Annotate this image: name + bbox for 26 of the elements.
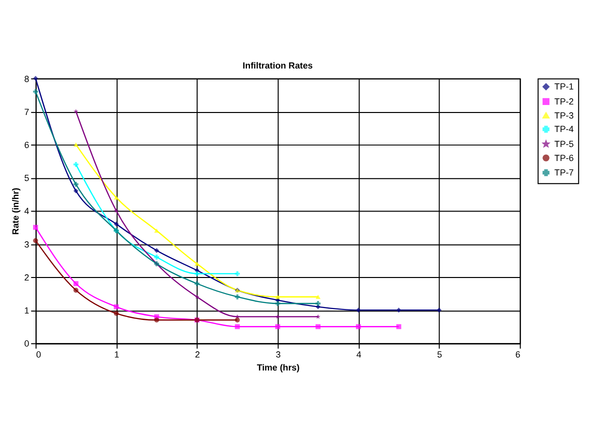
legend-label: TP-7 [554, 168, 574, 178]
y-tick-label: 2 [24, 272, 30, 282]
legend-label: TP-4 [554, 124, 574, 134]
y-axis-title: Rate (in/hr) [10, 188, 20, 235]
legend-label: TP-1 [554, 82, 574, 92]
x-tick-label: 3 [276, 350, 281, 360]
x-tick-label: 1 [114, 350, 120, 360]
x-tick-label: 6 [515, 350, 520, 360]
legend-label: TP-2 [554, 96, 574, 107]
y-tick-label: 5 [24, 173, 30, 184]
y-tick-label: 8 [24, 74, 30, 84]
y-tick-label: 1 [24, 306, 30, 316]
x-tick-label: 2 [195, 350, 200, 360]
chart-title: Infiltration Rates [242, 60, 313, 70]
y-tick-label: 6 [24, 140, 30, 150]
x-axis-title: Time (hrs) [256, 362, 300, 372]
legend-label: TP-6 [554, 152, 574, 163]
x-tick-label: 4 [356, 350, 362, 360]
legend-label: TP-5 [554, 139, 574, 150]
y-tick-label: 0 [24, 338, 30, 349]
y-tick-label: 4 [24, 206, 30, 216]
legend-label: TP-3 [554, 110, 574, 120]
y-tick-label: 7 [24, 106, 30, 117]
y-tick-label: 3 [24, 239, 30, 250]
x-tick-label: 5 [437, 350, 442, 360]
x-tick-label: 0 [36, 350, 42, 360]
